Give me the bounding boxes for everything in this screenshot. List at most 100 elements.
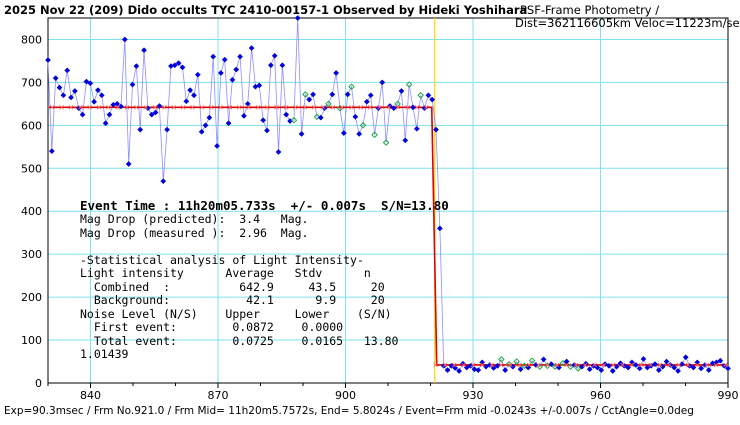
fit-marker (106, 105, 111, 110)
data-point (202, 122, 209, 129)
data-point (194, 71, 201, 78)
data-point (609, 368, 616, 374)
statistics-line: 1.01439 (80, 347, 129, 361)
fit-marker (564, 362, 569, 368)
fit-marker (152, 105, 158, 110)
fit-marker (470, 362, 476, 368)
data-point (405, 81, 413, 88)
fit-marker (433, 362, 438, 368)
data-point (655, 367, 662, 374)
fit-marker (367, 105, 373, 110)
data-point (121, 36, 128, 43)
data-point (237, 53, 244, 60)
fit-marker (582, 362, 588, 368)
data-point (490, 365, 497, 371)
data-point (52, 75, 59, 82)
data-point (141, 47, 147, 54)
data-point (517, 366, 524, 373)
fit-marker (667, 362, 672, 368)
data-point (513, 358, 521, 365)
fit-marker (498, 362, 504, 368)
fit-marker (349, 105, 354, 110)
fit-marker (227, 105, 233, 110)
data-point (68, 94, 75, 101)
data-point (152, 109, 159, 116)
fit-marker (423, 105, 429, 110)
data-point (156, 103, 163, 109)
data-point (444, 367, 451, 374)
data-point (83, 78, 90, 85)
data-point (129, 81, 136, 88)
y-tick-label: 100 (21, 334, 42, 347)
fit-marker (377, 105, 382, 110)
y-tick-label: 400 (21, 205, 42, 218)
data-point (279, 62, 286, 69)
data-point (198, 128, 205, 135)
tick-labels: 0 100 200 300 400 500 600 700 800 840 870 900 930 960… (21, 33, 739, 402)
x-tick-label: 990 (718, 389, 739, 402)
data-point (556, 364, 562, 371)
x-tick-label: 930 (463, 389, 484, 402)
fit-marker (526, 362, 532, 368)
data-point (294, 15, 301, 21)
fit-marker (246, 105, 251, 110)
data-point (48, 148, 55, 155)
data-point (264, 127, 270, 134)
statistics-line: -Statistical analysis of Light Intensity… (80, 252, 364, 267)
data-point (275, 149, 282, 155)
fit-marker (695, 362, 700, 368)
data-point (436, 225, 443, 232)
statistics-line: Noise Level (N/S) Upper Lower (S/N) (80, 306, 392, 321)
y-tick-label: 200 (21, 291, 42, 304)
fit-marker (489, 362, 494, 368)
data-point (528, 357, 536, 364)
fit-marker (545, 362, 551, 368)
data-point (240, 112, 247, 119)
data-point (91, 98, 98, 105)
x-tick-label: 870 (208, 389, 229, 402)
x-tick-label: 960 (590, 389, 611, 402)
data-point (363, 98, 370, 105)
data-point (390, 105, 397, 112)
fit-marker (657, 362, 663, 368)
data-point (456, 368, 463, 374)
fit-marker (180, 105, 186, 110)
fit-marker (265, 105, 270, 110)
data-point (544, 362, 551, 370)
event-time-label: Event Time : 11h20m05.733s +/- 0.007s S/… (80, 198, 449, 213)
fit-marker (190, 105, 195, 110)
data-point (98, 92, 105, 99)
fit-marker (115, 105, 120, 110)
data-point (102, 120, 109, 127)
fit-marker (601, 362, 607, 368)
data-point (348, 83, 355, 91)
data-point (187, 87, 194, 94)
data-point (306, 96, 313, 103)
data-point (598, 367, 605, 374)
data-point (636, 365, 643, 372)
data-point (229, 76, 236, 83)
statistics-line: Mag Drop (predicted): 3.4 Mag. (80, 212, 309, 226)
data-point (248, 45, 255, 52)
data-point (133, 63, 140, 70)
fit-marker (414, 105, 420, 110)
data-point (371, 131, 378, 139)
data-point (717, 357, 724, 364)
data-point (125, 161, 132, 167)
fit-marker (59, 105, 64, 110)
fit-marker (723, 362, 728, 368)
data-point (302, 91, 309, 98)
data-point (221, 56, 228, 63)
data-point (605, 362, 612, 369)
data-point (567, 363, 574, 370)
data-point (325, 100, 332, 108)
data-point (398, 88, 405, 94)
fit-marker (461, 362, 466, 368)
data-point (613, 363, 620, 370)
chart-subtitle-2: Dist=362116605km Veloc=11223m/sec (515, 16, 740, 30)
data-point (310, 91, 317, 98)
data-point (191, 92, 197, 99)
data-point (586, 366, 593, 373)
data-point (502, 367, 509, 374)
